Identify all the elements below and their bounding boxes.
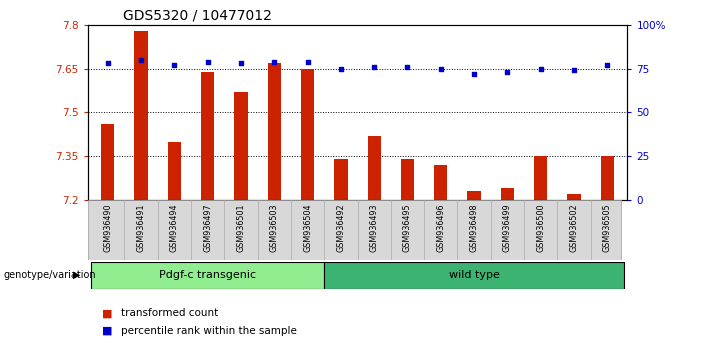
Bar bbox=[401, 159, 414, 200]
Bar bbox=[468, 191, 481, 200]
Point bbox=[535, 66, 546, 72]
Point bbox=[601, 62, 613, 68]
Bar bbox=[534, 156, 547, 200]
Point bbox=[569, 68, 580, 73]
Text: percentile rank within the sample: percentile rank within the sample bbox=[121, 326, 297, 336]
Text: GDS5320 / 10477012: GDS5320 / 10477012 bbox=[123, 9, 271, 23]
Point bbox=[468, 71, 479, 77]
Text: GSM936504: GSM936504 bbox=[303, 203, 312, 252]
Text: Pdgf-c transgenic: Pdgf-c transgenic bbox=[159, 270, 256, 280]
Point bbox=[502, 69, 513, 75]
Text: GSM936499: GSM936499 bbox=[503, 203, 512, 252]
Bar bbox=[135, 30, 148, 200]
Text: wild type: wild type bbox=[449, 270, 500, 280]
Point bbox=[169, 62, 180, 68]
Bar bbox=[567, 194, 580, 200]
Text: GSM936502: GSM936502 bbox=[570, 203, 578, 252]
Text: GSM936492: GSM936492 bbox=[336, 203, 346, 252]
Point bbox=[135, 57, 147, 63]
Point bbox=[369, 64, 380, 70]
Text: GSM936490: GSM936490 bbox=[103, 203, 112, 252]
Point bbox=[302, 59, 313, 64]
Text: GSM936501: GSM936501 bbox=[236, 203, 245, 252]
Bar bbox=[501, 188, 514, 200]
Text: ▶: ▶ bbox=[73, 270, 81, 280]
Bar bbox=[367, 136, 381, 200]
Text: transformed count: transformed count bbox=[121, 308, 219, 318]
Point bbox=[268, 59, 280, 64]
Text: GSM936500: GSM936500 bbox=[536, 203, 545, 252]
Bar bbox=[168, 142, 181, 200]
Point bbox=[102, 61, 114, 66]
Bar bbox=[601, 156, 614, 200]
Text: GSM936503: GSM936503 bbox=[270, 203, 279, 252]
Bar bbox=[101, 124, 114, 200]
Text: GSM936491: GSM936491 bbox=[137, 203, 145, 252]
Text: ■: ■ bbox=[102, 326, 112, 336]
Point bbox=[435, 66, 447, 72]
Text: genotype/variation: genotype/variation bbox=[4, 270, 96, 280]
Point bbox=[236, 61, 247, 66]
Bar bbox=[434, 165, 447, 200]
Text: GSM936494: GSM936494 bbox=[170, 203, 179, 252]
Text: ■: ■ bbox=[102, 308, 112, 318]
Point bbox=[335, 66, 346, 72]
Text: GSM936493: GSM936493 bbox=[369, 203, 379, 252]
Point bbox=[402, 64, 413, 70]
Bar bbox=[324, 262, 624, 289]
Point bbox=[202, 59, 213, 64]
Text: GSM936497: GSM936497 bbox=[203, 203, 212, 252]
Text: GSM936505: GSM936505 bbox=[603, 203, 612, 252]
Bar bbox=[234, 92, 247, 200]
Bar bbox=[268, 63, 281, 200]
Text: GSM936498: GSM936498 bbox=[470, 203, 479, 252]
Text: GSM936496: GSM936496 bbox=[436, 203, 445, 252]
Bar bbox=[201, 72, 215, 200]
Bar bbox=[301, 69, 314, 200]
Text: GSM936495: GSM936495 bbox=[403, 203, 412, 252]
Bar bbox=[334, 159, 348, 200]
Bar bbox=[91, 262, 324, 289]
